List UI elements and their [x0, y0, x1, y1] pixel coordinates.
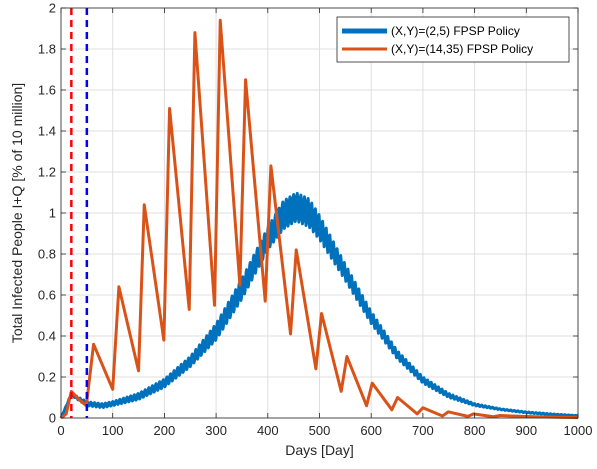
series-line-2: [60, 18, 579, 420]
x-tick-label: 400: [257, 423, 279, 438]
y-tick-label: 1.2: [38, 165, 56, 180]
legend-box: [336, 16, 570, 63]
x-tick-label: 1000: [564, 423, 593, 438]
y-tick-label: 2: [49, 1, 56, 16]
series-layer: [59, 18, 579, 420]
vertical-lines: [70, 8, 89, 418]
x-tick-label: 0: [57, 423, 64, 438]
y-tick-label: 0.8: [38, 247, 56, 262]
y-tick-label: 0.2: [38, 370, 56, 385]
y-axis: 0 0.2 0.4 0.6 0.8 1 1.2 1.4 1.6 1.8 2: [38, 1, 578, 426]
y-tick-label: 0.4: [38, 329, 56, 344]
y-tick-label: 1.6: [38, 83, 56, 98]
x-axis: 0 100 200 300 400 500 600 700 800 900 1000: [57, 8, 592, 438]
y-tick-label: 1.8: [38, 42, 56, 57]
x-tick-label: 700: [412, 423, 434, 438]
x-tick-label: 900: [515, 423, 537, 438]
y-tick-label: 0.6: [38, 288, 56, 303]
x-tick-label: 300: [205, 423, 227, 438]
legend-label-series-2: (X,Y)=(14,35) FPSP Policy: [391, 42, 533, 56]
x-tick-label: 100: [102, 423, 124, 438]
series-line-1: [59, 191, 579, 419]
legend: (X,Y)=(2,5) FPSP Policy (X,Y)=(14,35) FP…: [336, 16, 570, 63]
x-tick-label: 600: [360, 423, 382, 438]
x-axis-label: Days [Day]: [285, 442, 353, 458]
x-tick-label: 200: [154, 423, 176, 438]
y-tick-label: 1: [49, 206, 56, 221]
y-tick-label: 0: [49, 411, 56, 426]
y-tick-label: 1.4: [38, 124, 56, 139]
x-tick-label: 500: [309, 423, 331, 438]
x-tick-label: 800: [464, 423, 486, 438]
legend-label-series-1: (X,Y)=(2,5) FPSP Policy: [391, 24, 520, 38]
y-axis-label: Total Infected People I+Q [% of 10 milli…: [9, 83, 25, 343]
